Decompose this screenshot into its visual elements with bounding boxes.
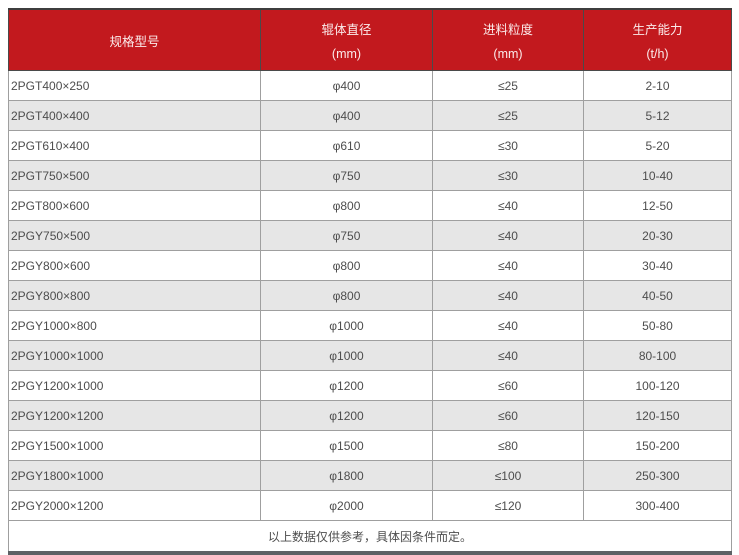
column-header-capacity: 生产能力 (t/h) [583,8,732,71]
table-row: 2PGT800×600 φ800 ≤40 12-50 [8,190,732,221]
cell-spec-model: 2PGY1200×1200 [8,400,261,431]
cell-feed-size: ≤30 [432,160,584,191]
cell-capacity: 250-300 [583,460,732,491]
cell-feed-size: ≤60 [432,370,584,401]
cell-roller-diameter: φ1200 [260,400,433,431]
table-row: 2PGY1000×1000 φ1000 ≤40 80-100 [8,340,732,371]
cell-feed-size: ≤40 [432,310,584,341]
header-unit: (mm) [493,47,523,61]
cell-roller-diameter: φ400 [260,100,433,131]
cell-roller-diameter: φ800 [260,250,433,281]
table-row: 2PGY1000×800 φ1000 ≤40 50-80 [8,310,732,341]
cell-spec-model: 2PGY1200×1000 [8,370,261,401]
cell-spec-model: 2PGT750×500 [8,160,261,191]
table-row: 2PGY1500×1000 φ1500 ≤80 150-200 [8,430,732,461]
header-label: 生产能力 [632,23,683,37]
cell-capacity: 30-40 [583,250,732,281]
table-header: 规格型号 辊体直径 (mm) 进料粒度 (mm) [8,8,732,71]
header-label: 规格型号 [109,34,160,49]
cell-spec-model: 2PGY1500×1000 [8,430,261,461]
column-header-feed-size: 进料粒度 (mm) [432,8,584,71]
cell-spec-model: 2PGY1800×1000 [8,460,261,491]
cell-spec-model: 2PGT610×400 [8,130,261,161]
cell-spec-model: 2PGT400×400 [8,100,261,131]
footer-note: 以上数据仅供参考，具体因条件而定。 [8,520,732,554]
table-row: 2PGT750×500 φ750 ≤30 10-40 [8,160,732,191]
cell-roller-diameter: φ800 [260,190,433,221]
footer-row: 以上数据仅供参考，具体因条件而定。 [8,520,732,554]
table-row: 2PGT400×250 φ400 ≤25 2-10 [8,70,732,101]
cell-roller-diameter: φ610 [260,130,433,161]
column-header-spec-model: 规格型号 [8,8,261,71]
header-unit: (t/h) [646,47,669,61]
cell-spec-model: 2PGY1000×800 [8,310,261,341]
cell-feed-size: ≤100 [432,460,584,491]
table-row: 2PGT610×400 φ610 ≤30 5-20 [8,130,732,161]
cell-spec-model: 2PGY1000×1000 [8,340,261,371]
table-row: 2PGY1800×1000 φ1800 ≤100 250-300 [8,460,732,491]
cell-capacity: 300-400 [583,490,732,521]
cell-capacity: 20-30 [583,220,732,251]
cell-roller-diameter: φ1500 [260,430,433,461]
cell-roller-diameter: φ1800 [260,460,433,491]
header-unit: (mm) [331,47,362,61]
table-row: 2PGY1200×1200 φ1200 ≤60 120-150 [8,400,732,431]
cell-capacity: 10-40 [583,160,732,191]
cell-roller-diameter: φ750 [260,160,433,191]
table-row: 2PGY2000×1200 φ2000 ≤120 300-400 [8,490,732,521]
table-footer: 以上数据仅供参考，具体因条件而定。 [8,520,732,554]
cell-feed-size: ≤40 [432,340,584,371]
cell-feed-size: ≤40 [432,220,584,251]
header-row: 规格型号 辊体直径 (mm) 进料粒度 (mm) [8,8,732,71]
cell-spec-model: 2PGY750×500 [8,220,261,251]
cell-capacity: 12-50 [583,190,732,221]
cell-capacity: 5-12 [583,100,732,131]
cell-roller-diameter: φ400 [260,70,433,101]
cell-feed-size: ≤80 [432,430,584,461]
cell-spec-model: 2PGY800×800 [8,280,261,311]
spec-table: 规格型号 辊体直径 (mm) 进料粒度 (mm) [8,8,732,555]
cell-feed-size: ≤40 [432,250,584,281]
cell-feed-size: ≤60 [432,400,584,431]
header-label: 进料粒度 [482,23,533,37]
cell-capacity: 100-120 [583,370,732,401]
table-body: 2PGT400×250 φ400 ≤25 2-10 2PGT400×400 φ400 ≤25… [8,70,732,521]
cell-spec-model: 2PGY800×600 [8,250,261,281]
cell-capacity: 120-150 [583,400,732,431]
cell-roller-diameter: φ1200 [260,370,433,401]
cell-capacity: 2-10 [583,70,732,101]
table-row: 2PGY1200×1000 φ1200 ≤60 100-120 [8,370,732,401]
cell-spec-model: 2PGT400×250 [8,70,261,101]
cell-feed-size: ≤25 [432,100,584,131]
cell-capacity: 5-20 [583,130,732,161]
cell-spec-model: 2PGY2000×1200 [8,490,261,521]
cell-roller-diameter: φ2000 [260,490,433,521]
table-row: 2PGY800×800 φ800 ≤40 40-50 [8,280,732,311]
cell-feed-size: ≤40 [432,190,584,221]
cell-capacity: 40-50 [583,280,732,311]
cell-capacity: 50-80 [583,310,732,341]
cell-feed-size: ≤40 [432,280,584,311]
cell-roller-diameter: φ750 [260,220,433,251]
cell-roller-diameter: φ800 [260,280,433,311]
cell-feed-size: ≤120 [432,490,584,521]
column-header-roller-diameter: 辊体直径 (mm) [260,8,433,71]
cell-spec-model: 2PGT800×600 [8,190,261,221]
spec-table-container: 规格型号 辊体直径 (mm) 进料粒度 (mm) [8,8,732,555]
cell-feed-size: ≤25 [432,70,584,101]
cell-capacity: 80-100 [583,340,732,371]
table-row: 2PGY800×600 φ800 ≤40 30-40 [8,250,732,281]
cell-capacity: 150-200 [583,430,732,461]
cell-roller-diameter: φ1000 [260,310,433,341]
table-row: 2PGT400×400 φ400 ≤25 5-12 [8,100,732,131]
cell-roller-diameter: φ1000 [260,340,433,371]
cell-feed-size: ≤30 [432,130,584,161]
table-row: 2PGY750×500 φ750 ≤40 20-30 [8,220,732,251]
header-label: 辊体直径 [321,23,372,37]
